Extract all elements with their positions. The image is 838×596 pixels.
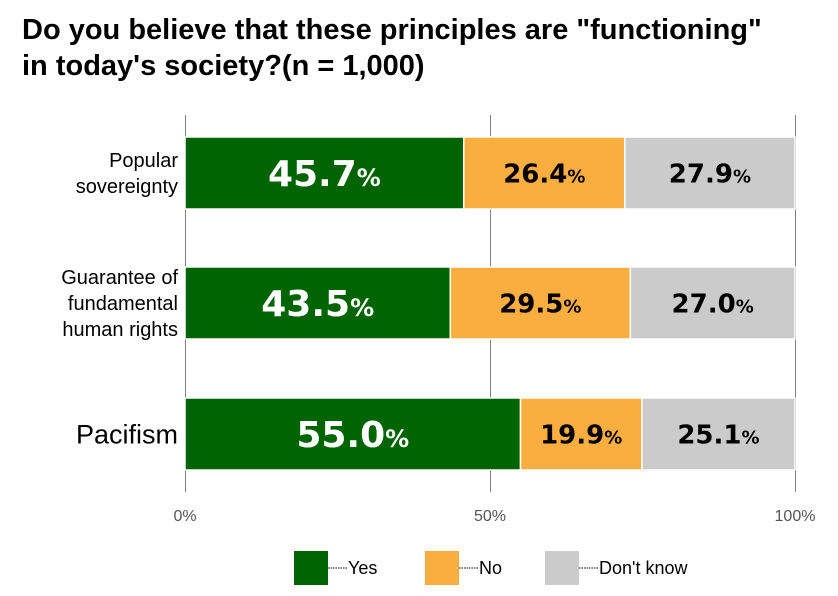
legend-swatch-yes xyxy=(294,551,328,585)
data-label-no-2: 29.5% xyxy=(499,289,581,319)
data-label-no-3: 19.9% xyxy=(540,420,622,450)
category-label-1: Popular sovereignty xyxy=(76,150,179,198)
category-label-2: Guarantee of fundamental human rights xyxy=(61,267,178,341)
legend-label-no: No xyxy=(479,558,502,578)
chart-title-line-1: Do you believe that these principles are… xyxy=(22,14,762,46)
bar-don-t-know-3 xyxy=(641,397,796,471)
legend-swatch-no xyxy=(425,551,459,585)
chart-title-line-2: in today's society?(n = 1,000) xyxy=(22,50,425,82)
chart-title: Do you believe that these principles are… xyxy=(22,12,822,84)
legend-label-yes: Yes xyxy=(348,558,377,578)
bar-yes-3 xyxy=(184,397,522,471)
data-label-don-t-know-2: 27.0% xyxy=(672,289,754,319)
data-label-don-t-know-3: 25.1% xyxy=(677,420,759,450)
data-label-don-t-know-1: 27.9% xyxy=(669,159,751,189)
bar-don-t-know-1 xyxy=(624,136,796,210)
bar-no-3 xyxy=(519,397,643,471)
x-tick-label-2: 50% xyxy=(474,508,506,525)
x-tick-label-1: 0% xyxy=(173,508,196,525)
bar-no-2 xyxy=(449,266,632,340)
legend-swatch-don-t-know xyxy=(545,551,579,585)
category-label-3: Pacifism xyxy=(76,419,178,449)
legend-label-don-t-know: Don't know xyxy=(599,558,688,578)
data-label-yes-3: 55.0% xyxy=(296,415,409,456)
data-label-yes-2: 43.5% xyxy=(261,284,374,325)
data-label-yes-1: 45.7% xyxy=(268,154,381,195)
data-label-no-1: 26.4% xyxy=(503,159,585,189)
x-tick-label-3: 100% xyxy=(775,508,816,525)
bar-don-t-know-2 xyxy=(629,266,796,340)
